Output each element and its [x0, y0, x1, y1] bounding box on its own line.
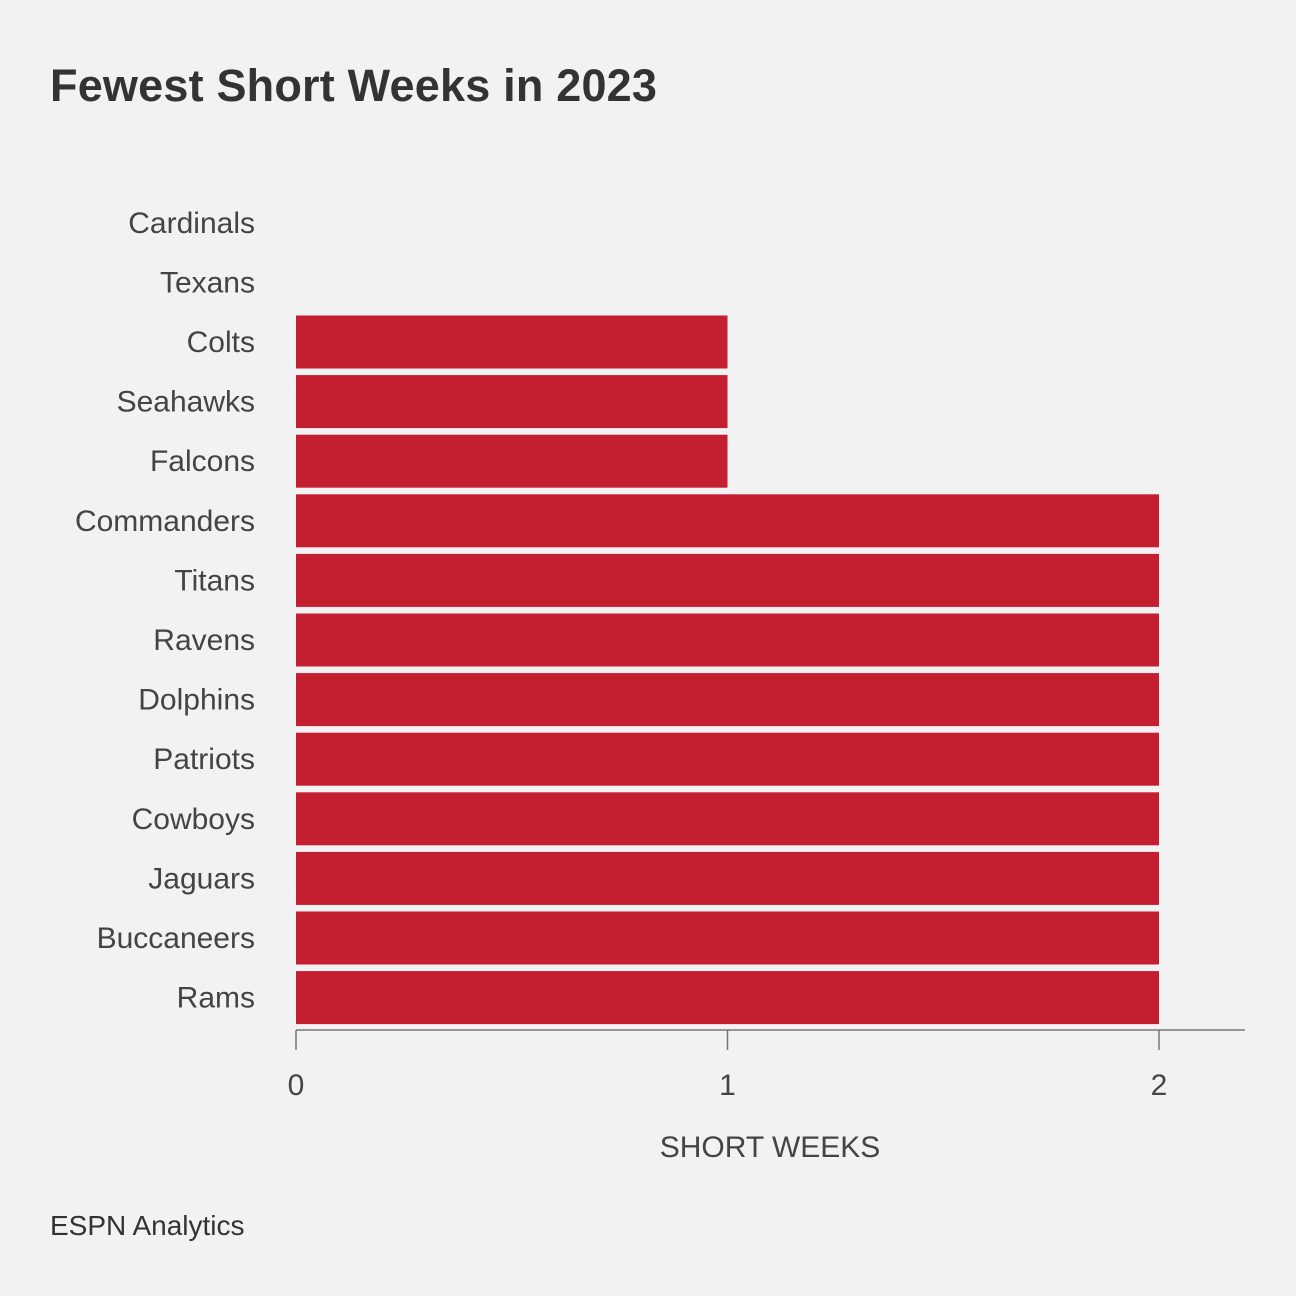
bar-rams — [296, 971, 1159, 1025]
bar-seahawks — [296, 375, 728, 429]
category-label-colts: Colts — [187, 326, 255, 359]
bar-commanders — [296, 494, 1159, 548]
bar-jaguars — [296, 851, 1159, 905]
x-tick-label-0: 0 — [288, 1069, 305, 1102]
bar-titans — [296, 553, 1159, 607]
bar-colts — [296, 315, 728, 369]
category-label-rams: Rams — [177, 982, 255, 1015]
category-label-falcons: Falcons — [150, 445, 255, 478]
chart-title: Fewest Short Weeks in 2023 — [50, 60, 658, 111]
category-label-patriots: Patriots — [153, 743, 255, 776]
category-label-dolphins: Dolphins — [138, 684, 255, 717]
bar-falcons — [296, 434, 728, 488]
source-note: ESPN Analytics — [50, 1210, 245, 1241]
bar-dolphins — [296, 673, 1159, 727]
category-label-seahawks: Seahawks — [117, 386, 255, 419]
category-label-cardinals: Cardinals — [128, 207, 255, 240]
category-label-titans: Titans — [174, 564, 255, 597]
category-label-buccaneers: Buccaneers — [97, 922, 255, 955]
category-label-jaguars: Jaguars — [148, 862, 255, 895]
category-labels-group: Cardinals Texans Colts Seahawks Falcons Comma… — [75, 207, 255, 1015]
category-label-texans: Texans — [160, 266, 255, 299]
bar-patriots — [296, 732, 1159, 786]
bar-cowboys — [296, 792, 1159, 846]
category-label-ravens: Ravens — [153, 624, 255, 657]
x-tick-label-2: 2 — [1151, 1069, 1168, 1102]
category-label-commanders: Commanders — [75, 505, 255, 538]
x-axis-title: SHORT WEEKS — [660, 1131, 881, 1164]
bar-ravens — [296, 613, 1159, 667]
category-label-cowboys: Cowboys — [132, 803, 255, 836]
x-tick-label-1: 1 — [719, 1069, 736, 1102]
bars-group — [296, 315, 1159, 1025]
x-axis: 0 1 2 — [288, 1029, 1245, 1102]
bar-buccaneers — [296, 911, 1159, 965]
